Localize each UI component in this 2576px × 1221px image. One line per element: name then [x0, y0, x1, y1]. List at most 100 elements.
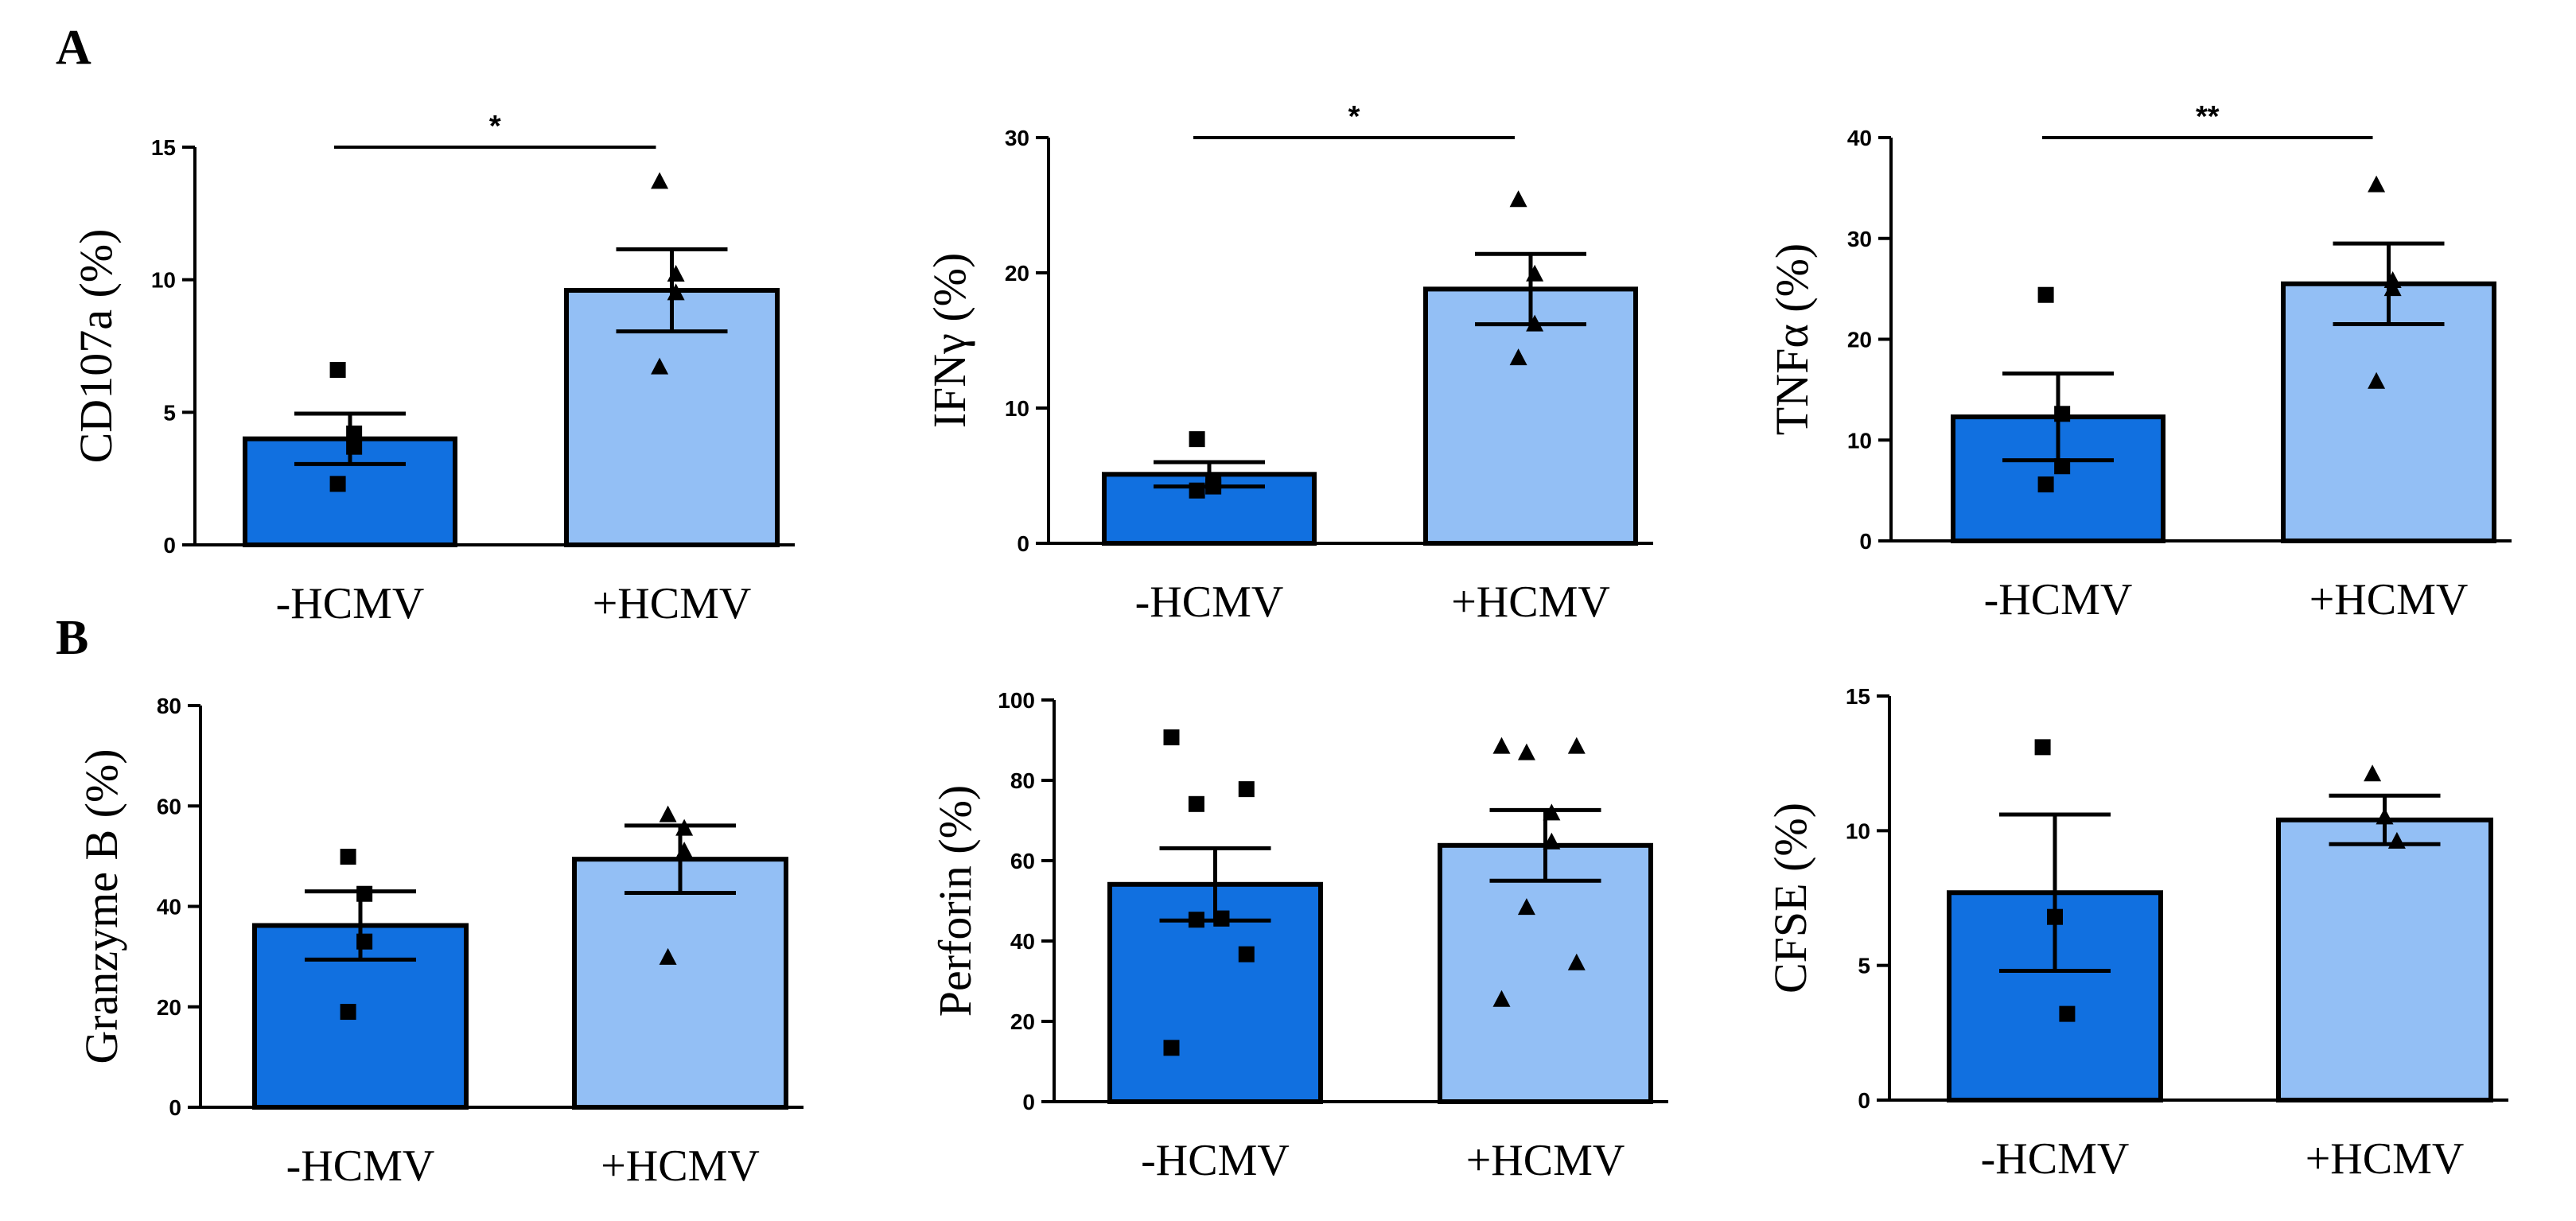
category-label: -HCMV [1981, 1134, 2130, 1184]
category-label: -HCMV [1984, 575, 2133, 624]
y-tick-label: 0 [169, 1095, 181, 1120]
y-tick-label: 15 [1846, 684, 1870, 709]
data-point [1189, 431, 1205, 448]
y-tick-label: 40 [157, 895, 181, 920]
data-point [2387, 831, 2406, 849]
y-tick-label: 100 [998, 688, 1035, 713]
chart-3: 0 10 20 30 40 TNFα (%) -HCMV +HCMV ** [1766, 100, 2512, 624]
data-point [1543, 832, 1561, 850]
y-tick-label: 5 [1858, 954, 1870, 978]
data-point [651, 172, 669, 189]
category-label: -HCMV [1141, 1136, 1290, 1185]
y-tick-label: 10 [151, 268, 176, 293]
data-point [675, 819, 694, 836]
panel-letter-a: A [56, 21, 91, 75]
data-point [1567, 953, 1586, 970]
y-tick-label: 0 [1858, 1088, 1870, 1113]
panel-letter-b: B [56, 611, 88, 665]
y-tick-label: 80 [1010, 768, 1035, 793]
data-point [1188, 912, 1204, 928]
bar-pos [572, 857, 788, 1110]
y-tick-label: 30 [1005, 126, 1029, 150]
category-label: +HCMV [2309, 575, 2469, 624]
data-point [2368, 175, 2386, 192]
data-point [1509, 190, 1527, 208]
chart-2: 0 10 20 30 IFNγ (%) -HCMV +HCMV * [924, 100, 1653, 627]
chart-1: 0 5 10 15 CD107a (%) -HCMV +HCMV * [70, 110, 795, 628]
data-point [1163, 729, 1180, 745]
y-tick-label: 0 [1017, 531, 1029, 556]
y-tick-label: 20 [1847, 328, 1872, 352]
y-tick-label: 0 [1859, 529, 1872, 554]
chart-5: 0 20 40 60 80 100 Perforin (%) -HCMV +HCMV [929, 688, 1668, 1185]
data-point [1213, 910, 1230, 927]
data-point [1189, 482, 1205, 499]
data-point [2054, 458, 2071, 475]
data-point [1188, 795, 1204, 812]
data-point [659, 947, 677, 965]
data-point [2376, 807, 2394, 825]
y-tick-label: 20 [1005, 261, 1029, 286]
bar-pos [1423, 286, 1638, 546]
data-point [1205, 478, 1222, 495]
y-axis-title: IFNγ (%) [924, 253, 975, 429]
data-point [356, 885, 373, 902]
data-point [340, 849, 356, 865]
category-label: -HCMV [1135, 577, 1284, 627]
bar-pos [2276, 817, 2493, 1102]
category-label: -HCMV [286, 1141, 435, 1191]
bar-pos [1438, 842, 1653, 1105]
data-point [667, 265, 685, 282]
y-tick-label: 10 [1846, 819, 1870, 843]
y-tick-label: 40 [1010, 929, 1035, 954]
data-point [1492, 990, 1511, 1007]
category-label: +HCMV [601, 1141, 760, 1191]
charts: 0 5 10 15 CD107a (%) -HCMV +HCMV * 0 10 20 30 IFNγ (… [70, 100, 2512, 1191]
category-label: +HCMV [2306, 1134, 2465, 1184]
data-point [2059, 1005, 2076, 1022]
data-point [1238, 946, 1255, 962]
data-point [1509, 348, 1527, 366]
y-tick-label: 10 [1847, 428, 1872, 453]
y-tick-label: 20 [157, 995, 181, 1020]
chart-6: 0 5 10 15 CFSE (%) -HCMV +HCMV [1765, 684, 2508, 1184]
data-point [1492, 737, 1511, 754]
data-point [346, 426, 363, 441]
y-tick-label: 60 [1010, 849, 1035, 873]
data-point [667, 283, 685, 301]
chart-4: 0 20 40 60 80 Granzyme B (%) -HCMV +HCMV [76, 694, 804, 1191]
data-point [2037, 476, 2054, 493]
y-tick-label: 80 [157, 694, 181, 718]
data-point [2383, 279, 2402, 297]
data-point [2034, 739, 2051, 756]
data-point [675, 842, 694, 859]
data-point [356, 933, 373, 950]
data-point [340, 1004, 356, 1021]
data-point [2047, 908, 2063, 925]
data-point [1543, 803, 1561, 821]
y-axis-title: Perforin (%) [929, 785, 981, 1017]
data-point [346, 438, 363, 455]
y-tick-label: 20 [1010, 1009, 1035, 1034]
data-point [329, 476, 346, 492]
y-tick-label: 15 [151, 135, 176, 160]
bar-pos [2281, 281, 2496, 543]
data-point [1163, 1040, 1180, 1056]
data-point [2368, 371, 2386, 389]
data-point [659, 805, 677, 822]
data-point [2037, 286, 2054, 303]
significance-label: * [1348, 100, 1360, 134]
data-point [1238, 781, 1255, 798]
significance-label: * [489, 110, 501, 143]
category-label: +HCMV [593, 579, 752, 628]
category-label: +HCMV [1451, 577, 1610, 627]
data-point [1567, 737, 1586, 754]
data-point [2054, 406, 2071, 422]
data-point [329, 362, 346, 378]
data-point [1526, 264, 1544, 282]
data-point [1517, 898, 1535, 916]
data-point [651, 357, 669, 375]
y-axis-title: Granzyme B (%) [76, 749, 127, 1064]
y-tick-label: 60 [157, 794, 181, 819]
